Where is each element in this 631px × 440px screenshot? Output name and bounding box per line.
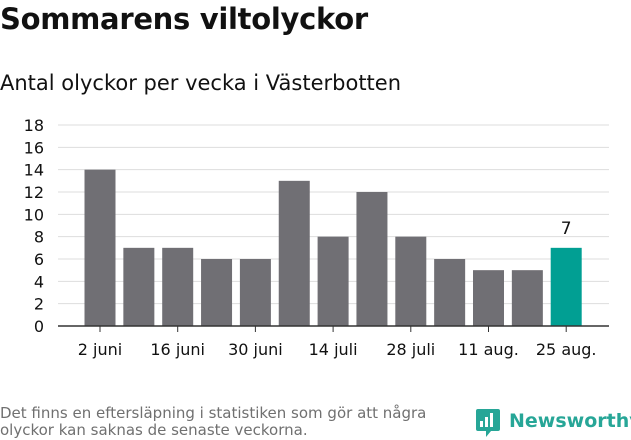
bar	[356, 192, 388, 326]
y-tick-label: 18	[24, 116, 44, 135]
y-tick-label: 6	[34, 250, 44, 269]
bar	[84, 169, 116, 326]
x-tick-label: 25 aug.	[536, 340, 597, 359]
bar-chart: 0 2 4 6 8 10 12 14 16 18 7 2 juni 16 juni 30 juni 14 j…	[24, 116, 609, 359]
y-tick-label: 10	[24, 205, 44, 224]
brand-name: Newsworthy	[509, 410, 631, 432]
x-tick-label: 2 juni	[78, 340, 122, 359]
bar	[511, 270, 543, 326]
bar	[201, 259, 233, 326]
bar	[434, 259, 466, 326]
newsworthy-logo: Newsworthy	[475, 408, 631, 440]
x-tick-label: 14 juli	[309, 340, 358, 359]
data-label: 7	[561, 219, 572, 239]
chart-title: Sommarens viltolyckor	[0, 2, 368, 36]
y-tick-label: 12	[24, 183, 44, 202]
x-tick-label: 30 juni	[228, 340, 283, 359]
bar	[123, 247, 155, 326]
bar	[317, 236, 349, 326]
y-tick-label: 4	[34, 272, 44, 291]
y-tick-label: 2	[34, 295, 44, 314]
footnote: Det finns en eftersläpning i statistiken…	[0, 404, 427, 439]
y-tick-label: 14	[24, 161, 44, 180]
y-tick-label: 8	[34, 228, 44, 247]
bar	[395, 236, 427, 326]
chart-subtitle: Antal olyckor per vecka i Västerbotten	[0, 71, 402, 95]
bar	[550, 247, 582, 326]
x-tick-label: 11 aug.	[458, 340, 519, 359]
bar	[239, 259, 271, 326]
y-tick-label: 16	[24, 138, 44, 157]
x-tick-label: 28 juli	[386, 340, 435, 359]
bar	[162, 247, 194, 326]
newsworthy-icon	[476, 409, 500, 437]
bar	[473, 270, 504, 326]
x-tick-label: 16 juni	[150, 340, 205, 359]
y-tick-label: 0	[34, 317, 44, 336]
bar	[278, 180, 310, 326]
